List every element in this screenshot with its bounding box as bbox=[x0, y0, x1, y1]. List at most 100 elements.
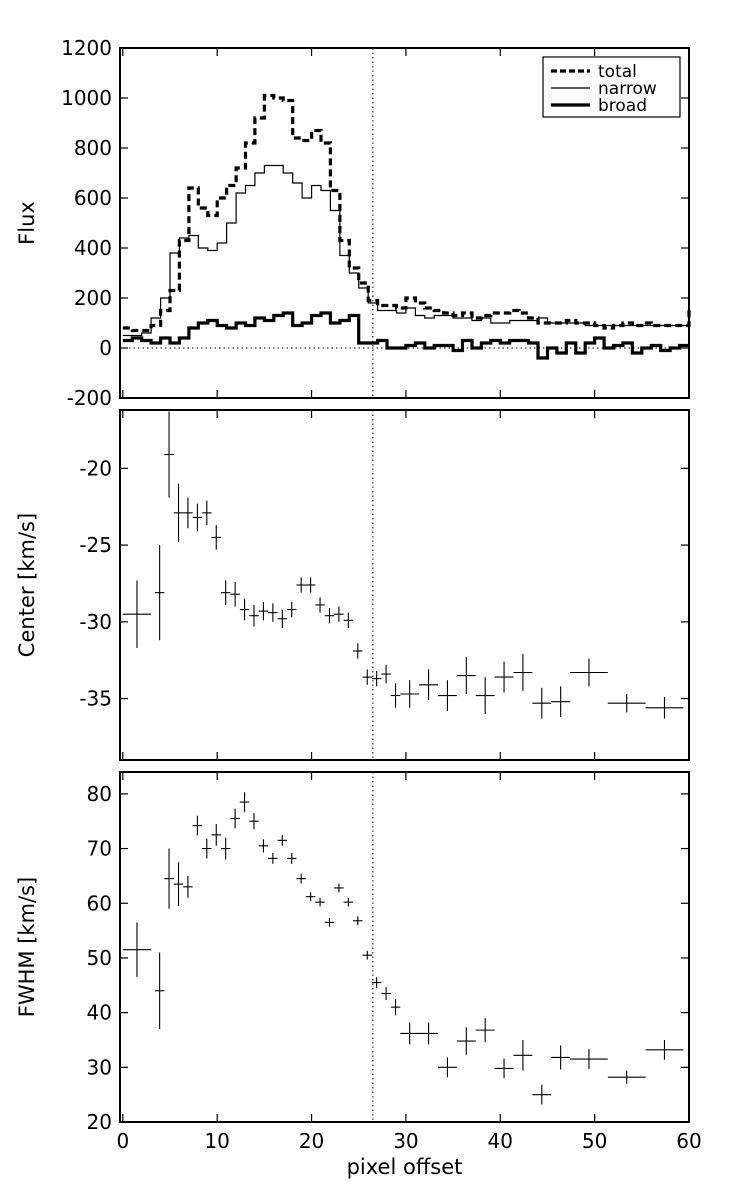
data-point bbox=[419, 1022, 438, 1045]
data-point bbox=[230, 808, 240, 829]
y-tick-label: -25 bbox=[79, 533, 112, 557]
data-point bbox=[324, 918, 335, 927]
data-point bbox=[570, 658, 608, 687]
data-point bbox=[475, 1018, 495, 1043]
data-point bbox=[390, 998, 401, 1016]
data-point bbox=[277, 609, 288, 628]
data-point bbox=[324, 608, 335, 624]
y-axis-label: Flux bbox=[15, 201, 39, 245]
data-point bbox=[381, 664, 391, 684]
data-point bbox=[551, 1045, 571, 1070]
data-point bbox=[343, 612, 354, 628]
series-narrow-line bbox=[122, 164, 689, 337]
y-axis-label: Center [km/s] bbox=[15, 513, 39, 657]
data-point bbox=[419, 669, 438, 701]
x-tick-label: 60 bbox=[676, 1129, 701, 1153]
data-point bbox=[268, 852, 278, 864]
data-point bbox=[249, 813, 259, 830]
data-point bbox=[173, 862, 184, 906]
data-point bbox=[513, 654, 533, 691]
y-tick-label: 60 bbox=[87, 891, 112, 915]
data-point bbox=[164, 848, 174, 909]
data-point bbox=[164, 411, 174, 498]
y-tick-label: 20 bbox=[87, 1110, 112, 1134]
data-point bbox=[371, 977, 382, 989]
data-point bbox=[122, 922, 152, 978]
data-point bbox=[249, 604, 259, 627]
data-point bbox=[551, 686, 571, 718]
data-point bbox=[315, 597, 325, 613]
x-axis-label: pixel offset bbox=[347, 1155, 463, 1179]
data-point bbox=[532, 687, 552, 719]
y-tick-label: 30 bbox=[87, 1055, 112, 1079]
data-point bbox=[211, 823, 221, 846]
data-point bbox=[296, 873, 306, 884]
legend-box bbox=[542, 56, 681, 118]
data-point bbox=[183, 875, 193, 898]
data-point bbox=[173, 483, 184, 543]
legend-total-label: total bbox=[598, 62, 637, 82]
y-tick-label: 200 bbox=[74, 286, 112, 310]
y-tick-label: 800 bbox=[74, 136, 112, 160]
data-point bbox=[268, 603, 278, 622]
legend-narrow-label: narrow bbox=[598, 79, 657, 99]
y-tick-label: 70 bbox=[87, 837, 112, 861]
data-point bbox=[258, 839, 269, 853]
y-tick-label: 40 bbox=[87, 1001, 112, 1025]
data-point bbox=[437, 1057, 457, 1078]
data-point bbox=[315, 897, 325, 907]
y-tick-label: 400 bbox=[74, 236, 112, 260]
y-tick-label: 80 bbox=[87, 782, 112, 806]
data-point bbox=[570, 1049, 608, 1069]
data-point bbox=[305, 892, 316, 902]
y-tick-label: -35 bbox=[79, 687, 112, 711]
y-tick-label: 50 bbox=[87, 946, 112, 970]
data-point bbox=[192, 815, 203, 836]
series-broad-line bbox=[122, 311, 689, 360]
x-tick-label: 40 bbox=[488, 1129, 513, 1153]
x-tick-label: 20 bbox=[299, 1129, 324, 1153]
legend-broad-label: broad bbox=[598, 96, 647, 116]
data-point bbox=[334, 606, 344, 622]
data-point bbox=[494, 1058, 514, 1079]
data-point bbox=[239, 792, 250, 812]
data-point bbox=[362, 950, 372, 960]
data-point bbox=[456, 657, 476, 694]
y-tick-label: -20 bbox=[79, 456, 112, 480]
x-tick-label: 30 bbox=[393, 1129, 418, 1153]
data-point bbox=[122, 580, 152, 648]
data-point bbox=[645, 1039, 684, 1060]
data-point bbox=[607, 1070, 646, 1084]
data-point bbox=[437, 680, 457, 711]
data-point bbox=[494, 661, 514, 693]
y-tick-label: -30 bbox=[79, 610, 112, 634]
data-point bbox=[287, 601, 297, 618]
data-point bbox=[296, 577, 306, 593]
data-point bbox=[211, 525, 221, 550]
data-point bbox=[192, 503, 203, 532]
axes-frame bbox=[119, 409, 690, 761]
y-axis-label: FWHM [km/s] bbox=[15, 877, 39, 1017]
y-tick-label: 0 bbox=[99, 336, 112, 360]
data-point bbox=[607, 693, 646, 713]
data-point bbox=[277, 834, 288, 846]
data-point bbox=[258, 601, 269, 621]
data-point bbox=[475, 677, 495, 714]
data-point bbox=[353, 643, 363, 659]
data-point bbox=[645, 697, 684, 719]
y-tick-label: 600 bbox=[74, 186, 112, 210]
y-tick-label: 1200 bbox=[61, 36, 112, 60]
data-point bbox=[305, 577, 316, 593]
data-point bbox=[353, 916, 363, 926]
data-point bbox=[400, 1022, 420, 1045]
data-point bbox=[343, 897, 354, 907]
data-point bbox=[532, 1084, 552, 1105]
data-point bbox=[400, 680, 420, 708]
data-point bbox=[456, 1027, 476, 1055]
data-point bbox=[183, 497, 193, 529]
x-tick-label: 50 bbox=[582, 1129, 607, 1153]
data-point bbox=[154, 545, 165, 641]
data-point bbox=[371, 670, 382, 687]
data-point bbox=[220, 580, 231, 605]
